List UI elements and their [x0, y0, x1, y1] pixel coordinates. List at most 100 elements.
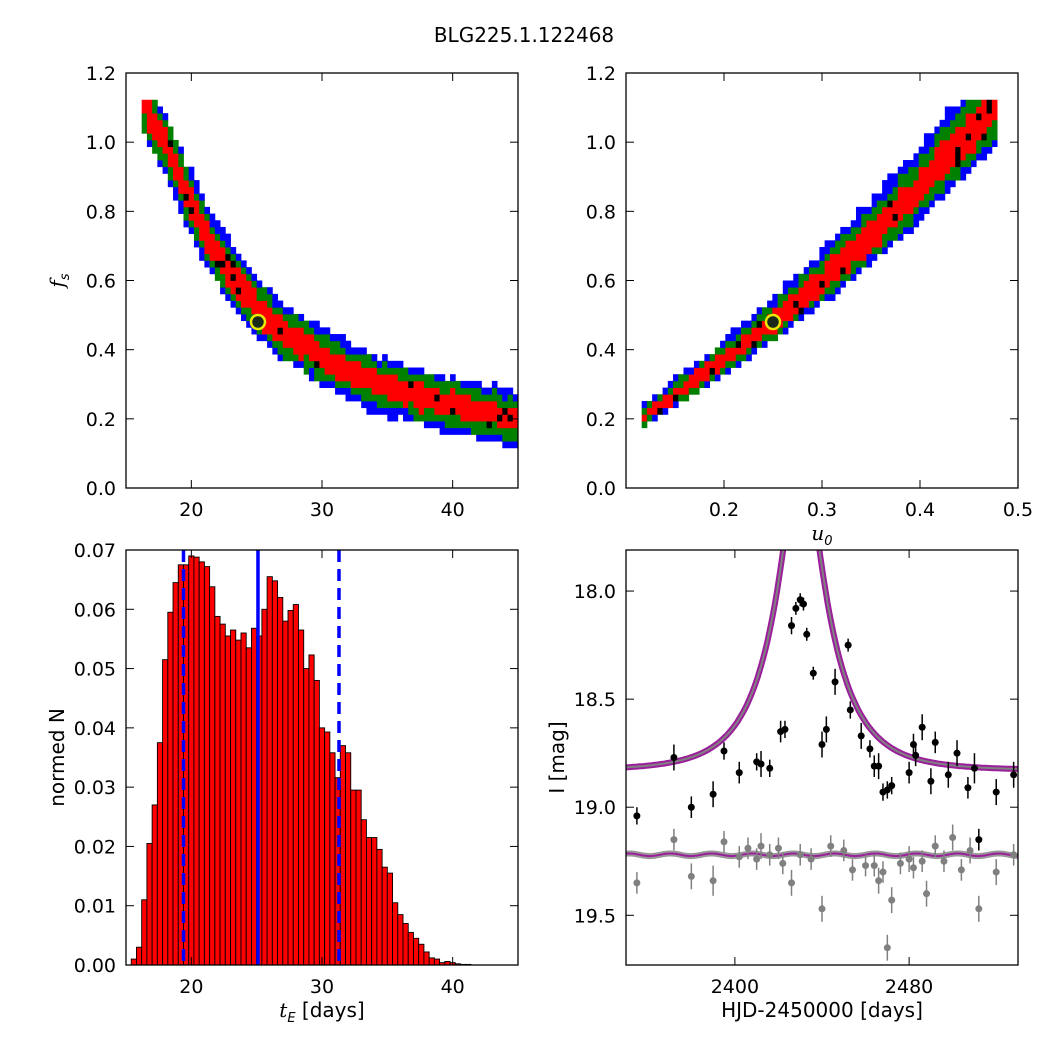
posterior-cell	[261, 300, 268, 308]
posterior-cell	[950, 106, 956, 114]
posterior-cell	[303, 354, 310, 362]
posterior-cell	[772, 334, 778, 342]
posterior-cell	[693, 367, 700, 375]
posterior-cell	[314, 367, 320, 375]
posterior-cell	[652, 394, 658, 402]
posterior-cell	[345, 340, 352, 348]
posterior-cell	[152, 106, 158, 114]
posterior-cell	[455, 387, 461, 395]
posterior-cell	[871, 200, 878, 208]
posterior-cell	[720, 340, 726, 348]
posterior-cell	[740, 327, 747, 335]
posterior-cell	[371, 407, 378, 415]
posterior-cell	[246, 280, 252, 288]
posterior-cell	[486, 400, 493, 409]
posterior-cell	[803, 280, 810, 288]
y-tick-label: 0.4	[86, 340, 116, 362]
posterior-cell	[939, 160, 946, 168]
posterior-cell	[340, 340, 346, 348]
histogram-bar	[345, 752, 352, 966]
posterior-cell	[840, 233, 846, 241]
posterior-cell	[387, 407, 393, 415]
posterior-cell	[157, 153, 163, 161]
data-point	[931, 738, 939, 746]
posterior-cell	[819, 280, 826, 288]
posterior-cell	[725, 347, 731, 355]
posterior-cell	[152, 99, 158, 107]
posterior-cell	[455, 394, 461, 402]
posterior-cell	[188, 173, 195, 181]
posterior-cell	[392, 400, 399, 409]
posterior-cell	[688, 367, 695, 375]
posterior-cell	[303, 340, 310, 348]
data-point	[809, 669, 817, 677]
posterior-cell	[960, 119, 967, 127]
posterior-cell	[835, 233, 841, 241]
posterior-cell	[371, 354, 378, 362]
posterior-cell	[476, 380, 482, 388]
posterior-cell	[970, 113, 977, 121]
posterior-cell	[814, 293, 820, 301]
posterior-cell	[803, 293, 810, 301]
posterior-cell	[157, 146, 163, 154]
posterior-cell	[808, 280, 815, 288]
posterior-cell	[298, 347, 305, 355]
posterior-cell	[340, 380, 346, 388]
posterior-cell	[314, 374, 320, 382]
posterior-cell	[855, 253, 862, 261]
posterior-cell	[403, 380, 409, 388]
posterior-cell	[965, 133, 972, 141]
posterior-cell	[502, 407, 508, 415]
posterior-cell	[319, 374, 326, 382]
posterior-cell	[903, 226, 909, 235]
posterior-cell	[512, 427, 519, 435]
posterior-cell	[981, 106, 988, 114]
posterior-cell	[512, 407, 519, 415]
posterior-cell	[246, 307, 252, 315]
posterior-cell	[324, 327, 331, 335]
posterior-cell	[976, 99, 982, 107]
posterior-cell	[314, 340, 320, 348]
histogram-bar	[245, 647, 252, 966]
posterior-cell	[277, 313, 284, 322]
histogram-bar	[324, 731, 331, 966]
posterior-cell	[746, 334, 752, 342]
posterior-cell	[319, 340, 326, 348]
posterior-cell	[450, 407, 456, 415]
posterior-cell	[408, 414, 414, 422]
residual-point	[720, 838, 728, 846]
posterior-cell	[434, 387, 440, 395]
posterior-cell	[819, 273, 826, 281]
y-tick-label: 0.00	[74, 955, 116, 977]
posterior-cell	[939, 166, 946, 174]
posterior-cell	[256, 327, 263, 335]
posterior-cell	[246, 267, 252, 275]
posterior-cell	[298, 313, 305, 322]
residual-point	[879, 868, 887, 876]
posterior-cell	[892, 193, 899, 201]
posterior-cell	[376, 380, 383, 388]
posterior-cell	[246, 287, 252, 295]
posterior-cell	[460, 400, 467, 409]
posterior-cell	[735, 347, 742, 355]
posterior-cell	[934, 133, 940, 141]
posterior-cell	[319, 334, 326, 342]
posterior-cell	[230, 253, 237, 261]
posterior-cell	[465, 414, 472, 422]
posterior-cell	[329, 334, 336, 342]
posterior-cell	[502, 387, 508, 395]
posterior-cell	[209, 240, 216, 248]
figure-title: BLG225.1.122468	[434, 23, 614, 47]
residual-point	[757, 842, 765, 850]
posterior-cell	[918, 186, 925, 194]
histogram-bar	[271, 580, 279, 966]
posterior-cell	[220, 233, 226, 241]
x-tick-label: 40	[441, 499, 465, 521]
posterior-cell	[866, 247, 873, 255]
posterior-cell	[704, 367, 711, 375]
posterior-cell	[209, 233, 216, 241]
posterior-cell	[882, 233, 888, 241]
posterior-cell	[465, 427, 472, 435]
posterior-cell	[476, 387, 482, 395]
posterior-cell	[950, 160, 956, 168]
